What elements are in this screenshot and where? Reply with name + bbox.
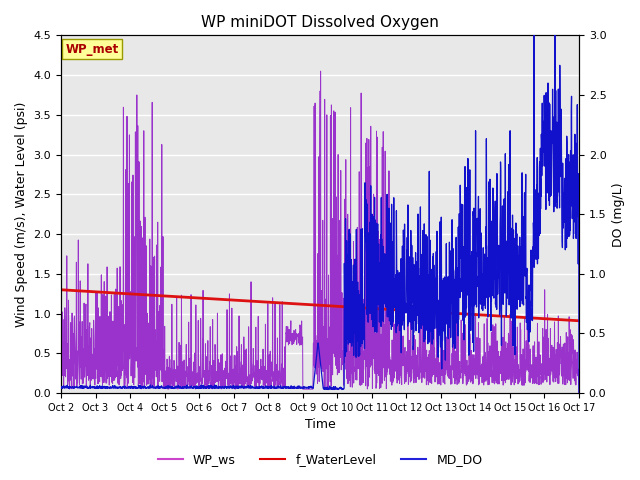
Text: WP_met: WP_met <box>65 43 118 56</box>
X-axis label: Time: Time <box>305 419 335 432</box>
Y-axis label: Wind Speed (m/s), Water Level (psi): Wind Speed (m/s), Water Level (psi) <box>15 102 28 327</box>
Legend: WP_ws, f_WaterLevel, MD_DO: WP_ws, f_WaterLevel, MD_DO <box>152 448 488 471</box>
Title: WP miniDOT Dissolved Oxygen: WP miniDOT Dissolved Oxygen <box>201 15 439 30</box>
Y-axis label: DO (mg/L): DO (mg/L) <box>612 182 625 247</box>
